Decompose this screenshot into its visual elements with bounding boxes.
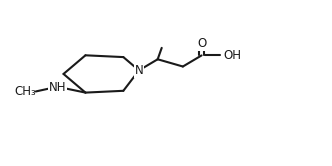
Text: N: N <box>134 64 143 77</box>
Text: O: O <box>197 37 206 50</box>
Text: CH₃: CH₃ <box>14 85 36 98</box>
Text: OH: OH <box>223 49 242 62</box>
Text: NH: NH <box>49 81 66 94</box>
